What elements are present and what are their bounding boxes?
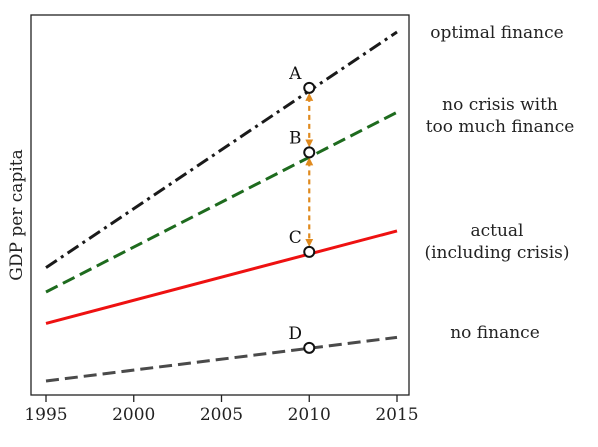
series-line-actual [45,229,398,325]
point-layer: A B C D [288,64,316,354]
x-tick-label-2005: 2005 [200,405,243,425]
plot-frame [30,14,410,396]
point-b-label: B [289,128,302,148]
series-line-nocrisis [45,110,398,294]
series-labels: optimal finance no crisis with too much fi… [424,23,574,343]
series-layer [45,30,398,383]
point-a-marker [303,81,316,94]
point-d-marker [303,341,316,354]
x-tick-label-1995: 1995 [24,405,67,425]
point-c-label: C [289,228,302,248]
x-axis: 1995 2000 2005 2010 2015 [24,395,419,425]
point-c-marker [303,245,316,258]
series-label-nocrisis: no crisis with too much finance [426,95,575,137]
series-line-nofinance [45,335,398,383]
y-axis-title: GDP per capita [7,149,27,280]
x-tick-label-2015: 2015 [375,405,418,425]
series-label-nofinance: no finance [450,323,540,343]
x-tick-label-2010: 2010 [288,405,331,425]
series-label-optimal: optimal finance [430,23,563,43]
series-label-actual: actual (including crisis) [424,221,569,263]
point-a-label: A [288,64,302,84]
point-b-marker [303,146,316,159]
point-d-label: D [288,324,302,344]
series-line-optimal [45,30,398,269]
x-tick-label-2000: 2000 [112,405,155,425]
